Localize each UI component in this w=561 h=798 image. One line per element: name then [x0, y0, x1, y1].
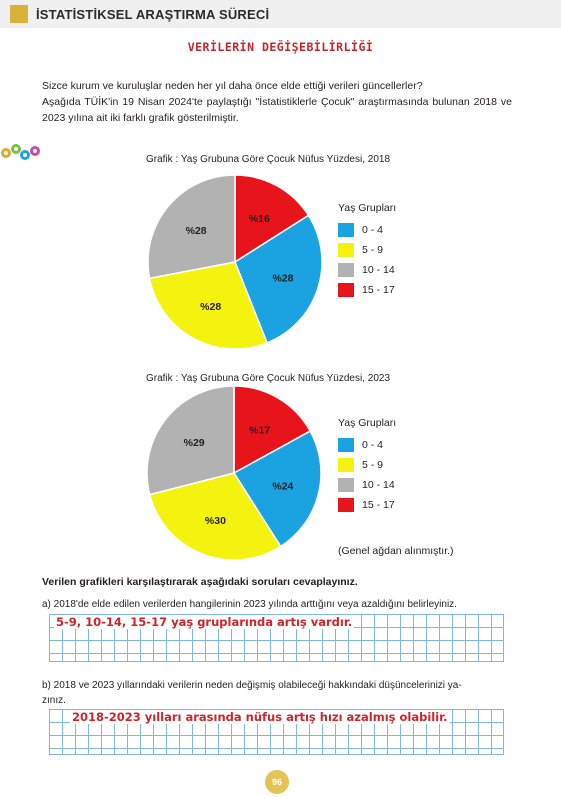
legend-title: Yaş Grupları [338, 202, 397, 214]
pie-slice-label: %28 [200, 301, 221, 313]
legend-item: 15 - 17 [338, 495, 396, 515]
legend-item: 10 - 14 [338, 475, 396, 495]
question-b: b) 2018 ve 2023 yıllarındaki verilerin n… [42, 678, 512, 708]
legend-label: 0 - 4 [362, 224, 384, 236]
question-a: a) 2018'de elde edilen verilerden hangil… [42, 599, 457, 610]
legend-title: Yaş Grupları [338, 417, 397, 429]
legend-item: 0 - 4 [338, 220, 396, 240]
question-b-line-2: zınız. [42, 695, 66, 706]
pie-slice-label: %28 [186, 225, 207, 237]
gears-icon [1, 144, 40, 160]
pie-slice-5-9 [148, 261, 269, 350]
legend-item: 10 - 14 [338, 260, 396, 280]
section-subtitle: VERİLERİN DEĞİŞEBİLİRLİĞİ [187, 40, 374, 54]
pie-slice-label: %24 [272, 481, 293, 493]
pie-slice-label: %30 [205, 515, 226, 527]
legend-swatch [338, 243, 354, 257]
pie-chart-2023: %17 %24 %30 %29 [146, 385, 322, 561]
pie-slice-10-14 [146, 385, 235, 496]
legend-label: 0 - 4 [362, 439, 384, 451]
pie-slice-10-14 [147, 174, 236, 280]
chart-2-legend: Yaş Grupları 0 - 4 5 - 9 10 - 14 15 - 17 [338, 417, 396, 515]
legend-label: 10 - 14 [362, 479, 395, 491]
legend-label: 10 - 14 [362, 264, 395, 276]
legend-swatch [338, 458, 354, 472]
legend-item: 15 - 17 [338, 280, 396, 300]
pie-slice-label: %16 [249, 213, 270, 225]
legend-swatch [338, 478, 354, 492]
pie-slice-15-17 [234, 174, 310, 264]
pie-slice-label: %29 [184, 437, 205, 449]
pie-slice-15-17 [233, 385, 312, 475]
answer-b: 2018-2023 yılları arasında nüfus artış h… [70, 710, 450, 724]
chart-2-title: Grafik : Yaş Grubuna Göre Çocuk Nüfus Yü… [146, 373, 391, 384]
legend-swatch [338, 263, 354, 277]
chart-1-legend: Yaş Grupları 0 - 4 5 - 9 10 - 14 15 - 17 [338, 202, 396, 300]
legend-item: 5 - 9 [338, 240, 396, 260]
legend-label: 15 - 17 [362, 499, 395, 511]
legend-swatch [338, 498, 354, 512]
page-header: İSTATİSTİKSEL ARAŞTIRMA SÜRECİ [0, 0, 561, 30]
pie-slice-label: %17 [249, 425, 270, 437]
legend-swatch [338, 438, 354, 452]
legend-label: 5 - 9 [362, 459, 384, 471]
legend-label: 5 - 9 [362, 244, 384, 256]
intro-text: Sizce kurum ve kuruluşlar neden her yıl … [42, 78, 512, 126]
legend-item: 5 - 9 [338, 455, 396, 475]
pie-slice-0-4 [234, 214, 323, 344]
question-b-line-1: b) 2018 ve 2023 yıllarındaki verilerin n… [42, 680, 462, 691]
pie-slice-5-9 [148, 472, 282, 561]
header-title: İSTATİSTİKSEL ARAŞTIRMA SÜRECİ [36, 7, 270, 22]
pie-chart-2018: %16 %28 %28 %28 [147, 174, 323, 350]
legend-label: 15 - 17 [362, 284, 395, 296]
intro-line-2: Aşağıda TÜİK'in 19 Nisan 2024'te paylaşt… [42, 96, 512, 124]
pie-slice-0-4 [232, 430, 322, 548]
questions-heading: Verilen grafikleri karşılaştırarak aşağı… [42, 576, 358, 588]
pie-slice-label: %28 [272, 273, 293, 285]
answer-a: 5-9, 10-14, 15-17 yaş gruplarında artış … [54, 615, 355, 629]
legend-item: 0 - 4 [338, 435, 396, 455]
page-number: 96 [265, 770, 289, 794]
source-note: (Genel ağdan alınmıştır.) [338, 545, 454, 557]
chart-1-title: Grafik : Yaş Grubuna Göre Çocuk Nüfus Yü… [146, 154, 391, 165]
legend-swatch [338, 283, 354, 297]
header-bar [0, 0, 561, 28]
intro-line-1: Sizce kurum ve kuruluşlar neden her yıl … [42, 80, 423, 92]
legend-swatch [338, 223, 354, 237]
header-accent-block [10, 5, 28, 23]
